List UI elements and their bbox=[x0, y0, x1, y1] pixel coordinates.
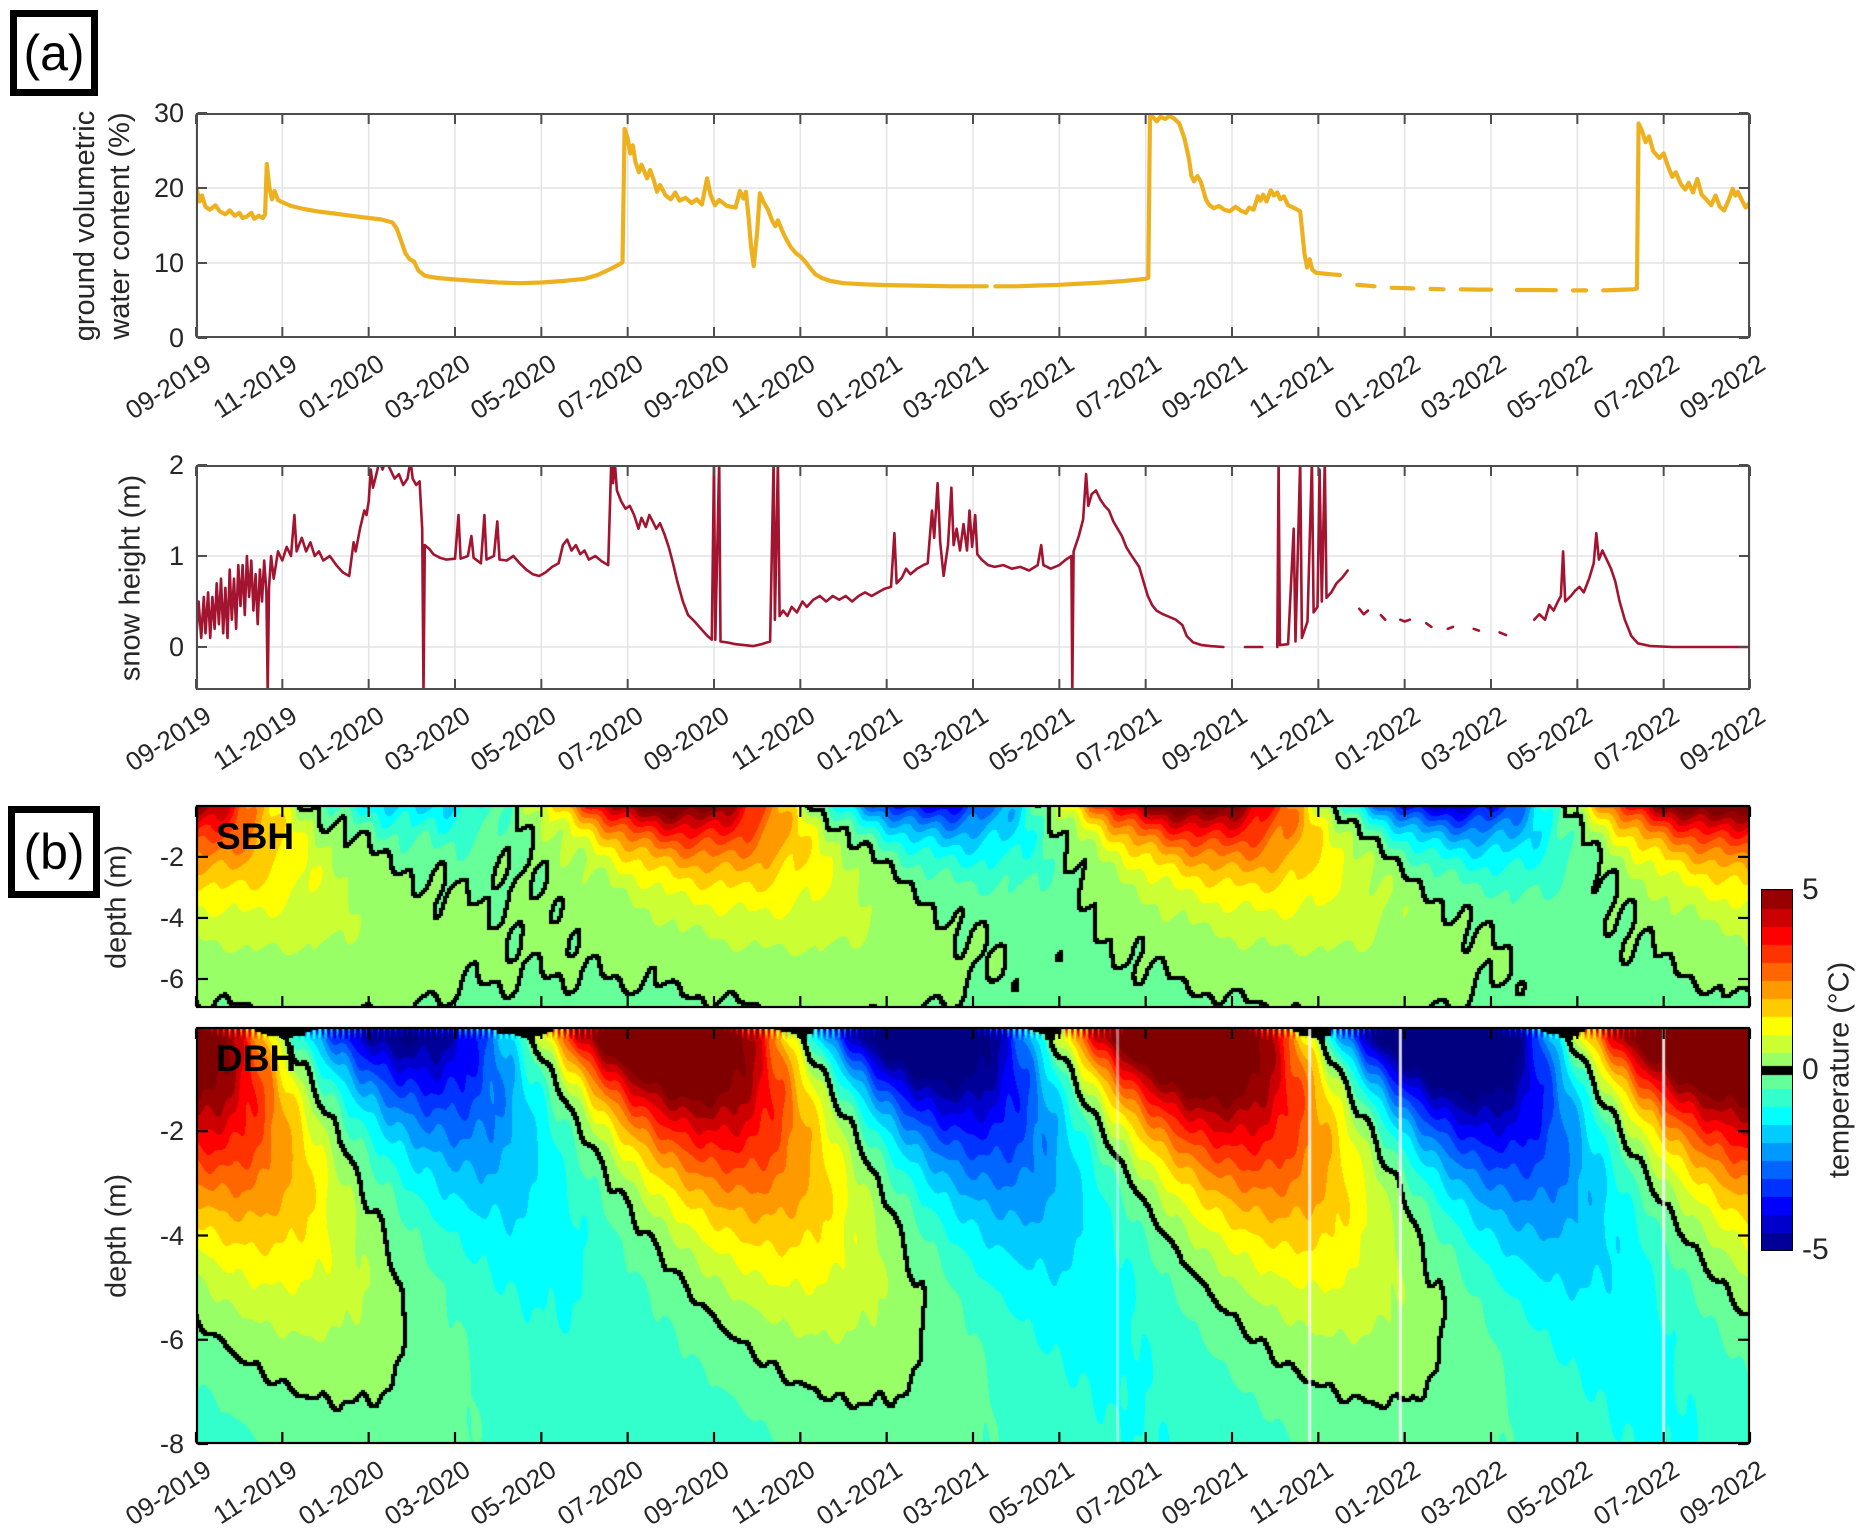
water-content-ylabel: ground volumetric water content (%) bbox=[69, 110, 136, 342]
x-tick-label: 11-2020 bbox=[725, 1454, 821, 1531]
colorbar bbox=[1761, 889, 1793, 1251]
colorbar-tick-label: -5 bbox=[1802, 1233, 1829, 1266]
x-tick-label: 01-2020 bbox=[292, 348, 389, 426]
x-tick-label: 01-2022 bbox=[1328, 348, 1425, 426]
panel-a-label-box: (a) bbox=[10, 10, 98, 96]
snow-chart-svg bbox=[195, 464, 1751, 690]
x-tick-label: 07-2022 bbox=[1587, 1454, 1684, 1532]
x-tick-label: 11-2020 bbox=[725, 700, 821, 777]
y-tick-label: 0 bbox=[168, 323, 184, 353]
x-tick-label: 09-2022 bbox=[1673, 700, 1771, 778]
x-tick-label: 11-2019 bbox=[207, 700, 303, 777]
x-tick-label: 05-2020 bbox=[465, 1454, 562, 1532]
x-tick-label: 03-2020 bbox=[378, 1454, 476, 1532]
dbh-axes-frame bbox=[194, 1026, 1752, 1446]
x-tick-label: 03-2022 bbox=[1414, 348, 1512, 426]
dbh-temperature-heatmap bbox=[196, 1027, 1750, 1444]
y-tick-label: 30 bbox=[153, 98, 184, 128]
y-tick-label: 0 bbox=[168, 632, 184, 662]
y-tick-label: -2 bbox=[159, 841, 184, 872]
sbh-label: SBH bbox=[216, 816, 295, 857]
x-tick-label: 03-2021 bbox=[896, 700, 994, 778]
x-tick-label: 01-2022 bbox=[1328, 700, 1425, 778]
x-tick-label: 07-2020 bbox=[551, 700, 648, 778]
panel-a-letter: (a) bbox=[23, 25, 85, 81]
water-chart-svg bbox=[195, 112, 1751, 339]
y-tick-label: -4 bbox=[159, 1220, 184, 1251]
water-content-plot bbox=[195, 112, 1751, 339]
x-tick-label: 01-2020 bbox=[292, 700, 389, 778]
x-tick-label: 09-2020 bbox=[637, 700, 735, 778]
x-tick-label: 07-2022 bbox=[1587, 700, 1684, 778]
x-tick-label: 09-2020 bbox=[637, 348, 735, 426]
sbh-frame bbox=[194, 804, 1752, 1009]
x-tick-label: 09-2021 bbox=[1155, 1454, 1253, 1532]
x-tick-label: 11-2021 bbox=[1243, 348, 1339, 425]
x-tick-label: 05-2022 bbox=[1501, 700, 1598, 778]
x-tick-label: 09-2022 bbox=[1673, 1454, 1771, 1532]
x-tick-label: 05-2022 bbox=[1501, 348, 1598, 426]
y-tick-label: -6 bbox=[159, 1324, 184, 1355]
x-tick-label: 09-2019 bbox=[119, 1454, 217, 1532]
x-tick-label: 09-2019 bbox=[119, 348, 217, 426]
water-series-line bbox=[196, 113, 1750, 293]
x-tick-label: 01-2020 bbox=[292, 1454, 389, 1532]
x-tick-label: 07-2022 bbox=[1587, 348, 1684, 426]
x-tick-label: 05-2020 bbox=[465, 348, 562, 426]
x-tick-label: 07-2021 bbox=[1069, 348, 1166, 426]
x-tick-label: 07-2021 bbox=[1069, 1454, 1166, 1532]
y-tick-label: -2 bbox=[159, 1116, 184, 1147]
x-tick-label: 05-2022 bbox=[1501, 1454, 1598, 1532]
x-tick-label: 09-2021 bbox=[1155, 348, 1253, 426]
y-tick-label: 10 bbox=[153, 248, 184, 278]
dbh-frame bbox=[194, 1026, 1752, 1446]
x-tick-label: 03-2021 bbox=[896, 348, 994, 426]
y-tick-label: 20 bbox=[153, 173, 184, 203]
x-tick-label: 01-2022 bbox=[1328, 1454, 1425, 1532]
dbh-label: DBH bbox=[216, 1038, 297, 1079]
x-tick-label: 09-2022 bbox=[1673, 348, 1771, 426]
x-tick-label: 07-2021 bbox=[1069, 700, 1166, 778]
panel-b-label-box: (b) bbox=[8, 806, 100, 898]
x-tick-label: 09-2020 bbox=[637, 1454, 735, 1532]
x-tick-label: 05-2021 bbox=[983, 700, 1080, 778]
x-tick-label: 03-2020 bbox=[378, 700, 476, 778]
x-tick-label: 01-2021 bbox=[810, 700, 907, 778]
x-tick-label: 07-2020 bbox=[551, 348, 648, 426]
snow-height-plot bbox=[195, 464, 1751, 690]
sbh-axes-frame bbox=[194, 804, 1752, 1009]
x-tick-label: 03-2022 bbox=[1414, 700, 1512, 778]
x-tick-label: 03-2020 bbox=[378, 348, 476, 426]
snow-series-line bbox=[196, 465, 1750, 690]
y-tick-label: -4 bbox=[159, 902, 184, 933]
panel-b-letter: (b) bbox=[23, 824, 85, 880]
x-tick-label: 11-2019 bbox=[207, 1454, 303, 1531]
x-tick-label: 05-2021 bbox=[983, 348, 1080, 426]
colorbar-tick-label: 5 bbox=[1802, 873, 1819, 906]
y-tick-label: -8 bbox=[159, 1429, 184, 1459]
x-tick-label: 11-2019 bbox=[207, 348, 303, 425]
x-tick-label: 07-2020 bbox=[551, 1454, 648, 1532]
x-tick-label: 09-2019 bbox=[119, 700, 217, 778]
sbh-temperature-heatmap bbox=[196, 805, 1750, 1008]
colorbar-title: temperature (°C) bbox=[1823, 961, 1856, 1179]
x-tick-label: 01-2021 bbox=[810, 348, 907, 426]
x-tick-label: 11-2021 bbox=[1243, 700, 1339, 777]
x-tick-label: 11-2020 bbox=[725, 348, 821, 425]
x-tick-label: 05-2021 bbox=[983, 1454, 1080, 1532]
x-tick-label: 11-2021 bbox=[1243, 1454, 1339, 1531]
x-tick-label: 05-2020 bbox=[465, 700, 562, 778]
y-tick-label: 1 bbox=[168, 541, 184, 571]
x-tick-label: 03-2022 bbox=[1414, 1454, 1512, 1532]
x-tick-label: 03-2021 bbox=[896, 1454, 994, 1532]
y-tick-label: 2 bbox=[168, 450, 184, 480]
x-tick-label: 09-2021 bbox=[1155, 700, 1253, 778]
y-tick-label: -6 bbox=[159, 964, 184, 994]
x-tick-label: 01-2021 bbox=[810, 1454, 907, 1532]
colorbar-tick-label: 0 bbox=[1802, 1053, 1819, 1086]
